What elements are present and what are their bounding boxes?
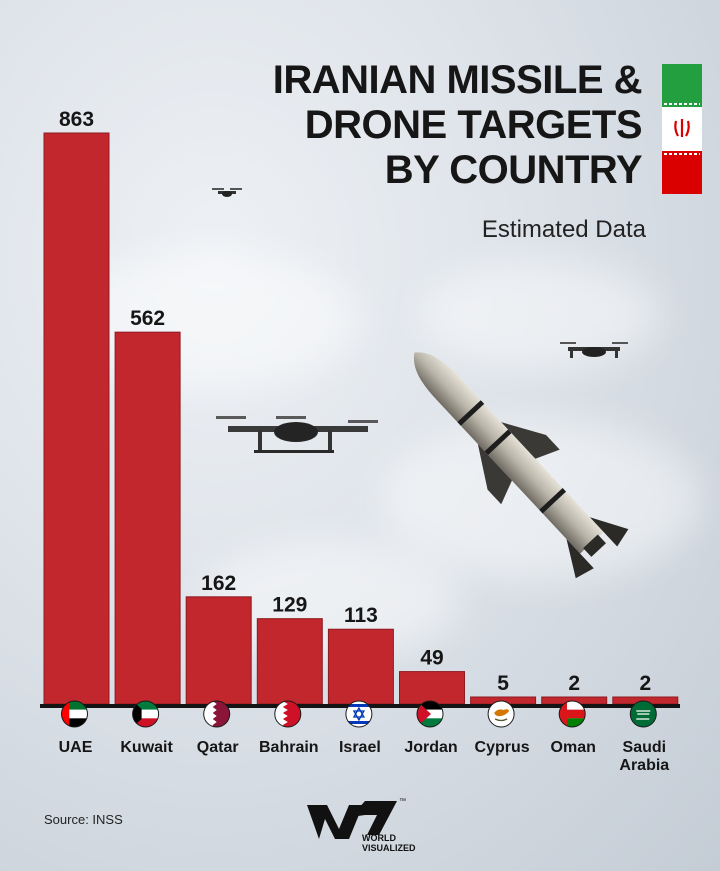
data-label-jordan: 49 [420, 647, 443, 670]
logo-text: WORLD VISUALIZED [362, 833, 416, 853]
title-line: BY COUNTRY [384, 148, 643, 192]
bar-qatar [185, 596, 252, 705]
cloud-decoration [420, 260, 660, 370]
data-label-qatar: 162 [201, 572, 236, 595]
kuwait-flag-icon [132, 700, 160, 728]
bar-bahrain [256, 618, 323, 705]
title-line: IRANIAN MISSILE & [272, 58, 643, 102]
data-label-israel: 113 [344, 604, 378, 627]
x-tick-label-kuwait: Kuwait [120, 739, 173, 756]
jordan-flag-icon [416, 700, 444, 728]
x-tick-label-qatar: Qatar [197, 739, 239, 756]
logo-line: VISUALIZED [362, 843, 416, 853]
chart-title: IRANIAN MISSILE & DRONE TARGETS BY COUNT… [162, 58, 643, 193]
data-label-cyprus: 5 [497, 672, 509, 695]
source-note: Source: INSS [44, 812, 123, 827]
bar-israel [327, 628, 394, 705]
bar-jordan [399, 671, 465, 705]
x-tick-label-bahrain: Bahrain [259, 739, 319, 756]
israel-flag-icon [345, 700, 373, 728]
drone-icon [216, 416, 378, 453]
uae-flag-icon [61, 700, 88, 728]
bahrain-flag-icon [274, 700, 302, 728]
data-label-uae: 863 [59, 108, 94, 131]
drone-icon [560, 342, 628, 358]
drone-icon [212, 188, 242, 197]
world-visualized-logo: ™ [307, 798, 406, 839]
data-label-bahrain: 129 [272, 594, 307, 617]
x-tick-label-jordan: Jordan [404, 739, 457, 756]
flags-group [61, 700, 657, 728]
data-label-saudi-arabia: 2 [639, 672, 651, 695]
data-label-oman: 2 [568, 672, 580, 695]
title-line: DRONE TARGETS [304, 103, 643, 147]
data-label-kuwait: 562 [130, 307, 165, 330]
missile-icon [413, 352, 629, 579]
cloud-decoration [60, 250, 360, 390]
bar-kuwait [114, 331, 181, 705]
x-tick-label-uae: UAE [59, 739, 93, 756]
cyprus-flag-icon [487, 700, 515, 728]
x-tick-label-oman: Oman [551, 739, 596, 756]
bars-group [43, 132, 679, 705]
oman-flag-icon [558, 700, 586, 728]
bar-uae [43, 132, 110, 705]
chart-subtitle: Estimated Data [481, 216, 646, 243]
trademark-symbol: ™ [399, 798, 406, 805]
iran-flag-icon [662, 64, 702, 194]
x-tick-labels-group: UAE Kuwait Qatar Bahrain Israel Jordan Cyprus O… [59, 739, 670, 774]
qatar-flag-icon [203, 700, 231, 728]
x-tick-label-saudi-arabia: Saudi Arabia [619, 739, 669, 774]
x-tick-label-cyprus: Cyprus [475, 739, 530, 756]
logo-line: WORLD [362, 833, 396, 843]
x-tick-label-israel: Israel [339, 739, 381, 756]
saudi-arabia-flag-icon [629, 700, 657, 728]
data-labels-group: 863 562 162 129 113 49 5 2 2 [59, 108, 651, 695]
